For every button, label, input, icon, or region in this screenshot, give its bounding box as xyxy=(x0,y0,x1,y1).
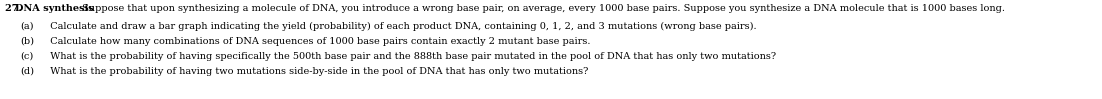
Text: (a): (a) xyxy=(20,22,33,31)
Text: 27.: 27. xyxy=(6,4,25,13)
Text: DNA synthesis: DNA synthesis xyxy=(15,4,94,13)
Text: (d): (d) xyxy=(20,67,34,76)
Text: (c): (c) xyxy=(20,52,33,61)
Text: What is the probability of having two mutations side-by-side in the pool of DNA : What is the probability of having two mu… xyxy=(44,67,588,76)
Text: Suppose that upon synthesizing a molecule of DNA, you introduce a wrong base pai: Suppose that upon synthesizing a molecul… xyxy=(79,4,1005,13)
Text: Calculate how many combinations of DNA sequences of 1000 base pairs contain exac: Calculate how many combinations of DNA s… xyxy=(44,37,591,46)
Text: Calculate and draw a bar graph indicating the yield (probability) of each produc: Calculate and draw a bar graph indicatin… xyxy=(44,22,757,31)
Text: (b): (b) xyxy=(20,37,34,46)
Text: What is the probability of having specifically the 500th base pair and the 888th: What is the probability of having specif… xyxy=(44,52,776,61)
